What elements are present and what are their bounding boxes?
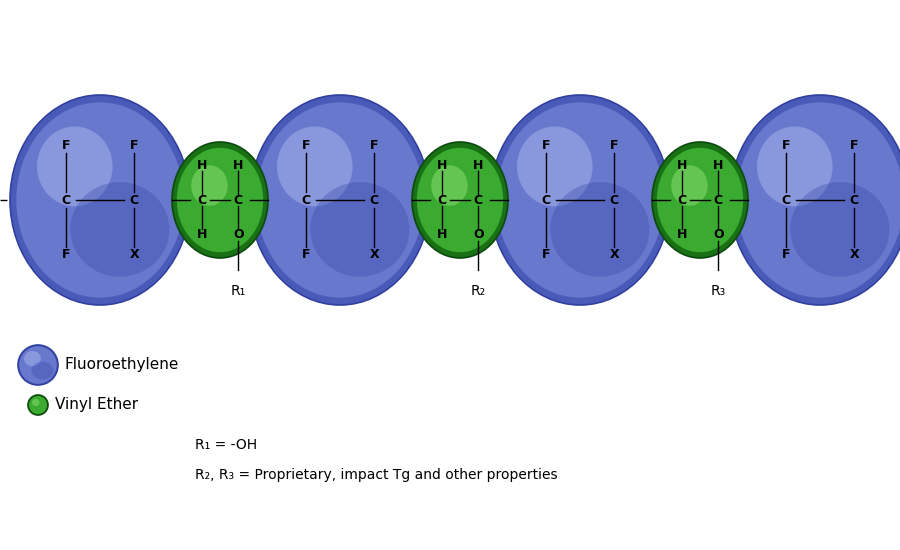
Text: Vinyl Ether: Vinyl Ether <box>55 398 138 412</box>
Text: H: H <box>233 159 243 172</box>
Text: R₂, R₃ = Proprietary, impact Tg and other properties: R₂, R₃ = Proprietary, impact Tg and othe… <box>195 468 558 482</box>
Text: F: F <box>61 248 70 261</box>
Ellipse shape <box>32 361 53 380</box>
Ellipse shape <box>310 182 410 277</box>
Text: H: H <box>196 159 207 172</box>
Ellipse shape <box>490 95 670 305</box>
Text: C: C <box>473 194 482 206</box>
Text: X: X <box>130 248 139 261</box>
Text: F: F <box>850 139 859 152</box>
Text: X: X <box>850 248 859 261</box>
Ellipse shape <box>32 399 40 406</box>
Text: O: O <box>472 228 483 241</box>
Ellipse shape <box>191 165 228 206</box>
Text: F: F <box>370 139 378 152</box>
Ellipse shape <box>20 346 57 383</box>
Text: R₂: R₂ <box>471 284 486 298</box>
Text: H: H <box>196 228 207 241</box>
Ellipse shape <box>24 351 40 366</box>
Text: H: H <box>677 159 687 172</box>
Ellipse shape <box>417 148 503 252</box>
Ellipse shape <box>16 102 184 298</box>
Text: O: O <box>233 228 244 241</box>
Ellipse shape <box>517 126 592 206</box>
Text: H: H <box>436 159 447 172</box>
Text: F: F <box>302 139 310 152</box>
Text: C: C <box>677 194 687 206</box>
Text: F: F <box>610 139 618 152</box>
Text: Fluoroethylene: Fluoroethylene <box>65 358 179 372</box>
Ellipse shape <box>652 142 748 258</box>
Text: C: C <box>781 194 790 206</box>
Text: R₁: R₁ <box>230 284 246 298</box>
Ellipse shape <box>10 95 190 305</box>
Text: R₁ = -OH: R₁ = -OH <box>195 438 257 452</box>
Text: O: O <box>713 228 724 241</box>
Text: C: C <box>302 194 310 206</box>
Text: F: F <box>61 139 70 152</box>
Text: X: X <box>609 248 619 261</box>
Text: F: F <box>130 139 139 152</box>
Text: C: C <box>61 194 70 206</box>
Text: C: C <box>609 194 619 206</box>
Text: C: C <box>714 194 723 206</box>
Text: C: C <box>130 194 139 206</box>
Ellipse shape <box>412 142 508 258</box>
Text: X: X <box>369 248 379 261</box>
Text: C: C <box>370 194 379 206</box>
Ellipse shape <box>757 126 832 206</box>
Ellipse shape <box>277 126 353 206</box>
Text: H: H <box>473 159 483 172</box>
Ellipse shape <box>671 165 707 206</box>
Ellipse shape <box>431 165 468 206</box>
Text: H: H <box>713 159 724 172</box>
Text: F: F <box>781 248 790 261</box>
Text: F: F <box>781 139 790 152</box>
Ellipse shape <box>28 395 48 415</box>
Ellipse shape <box>29 396 47 414</box>
Ellipse shape <box>250 95 430 305</box>
Ellipse shape <box>256 102 424 298</box>
Text: H: H <box>677 228 687 241</box>
Text: F: F <box>302 248 310 261</box>
Ellipse shape <box>496 102 663 298</box>
Ellipse shape <box>176 148 263 252</box>
Text: F: F <box>542 248 550 261</box>
Ellipse shape <box>657 148 743 252</box>
Ellipse shape <box>550 182 649 277</box>
Ellipse shape <box>736 102 900 298</box>
Text: C: C <box>197 194 206 206</box>
Text: F: F <box>542 139 550 152</box>
Ellipse shape <box>18 345 58 385</box>
Text: C: C <box>234 194 243 206</box>
Ellipse shape <box>730 95 900 305</box>
Text: C: C <box>437 194 446 206</box>
Text: C: C <box>541 194 551 206</box>
Text: H: H <box>436 228 447 241</box>
Ellipse shape <box>790 182 889 277</box>
Ellipse shape <box>70 182 169 277</box>
Text: C: C <box>850 194 859 206</box>
Text: R₃: R₃ <box>711 284 726 298</box>
Ellipse shape <box>37 126 112 206</box>
Ellipse shape <box>172 142 268 258</box>
